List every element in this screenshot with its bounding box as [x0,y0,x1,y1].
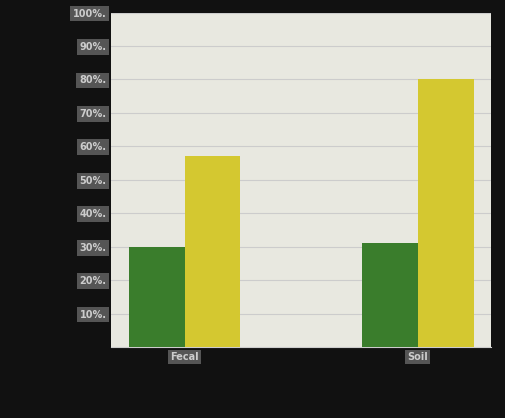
Bar [417,79,473,347]
Bar [128,247,184,347]
Bar [361,243,417,347]
Bar [184,156,240,347]
